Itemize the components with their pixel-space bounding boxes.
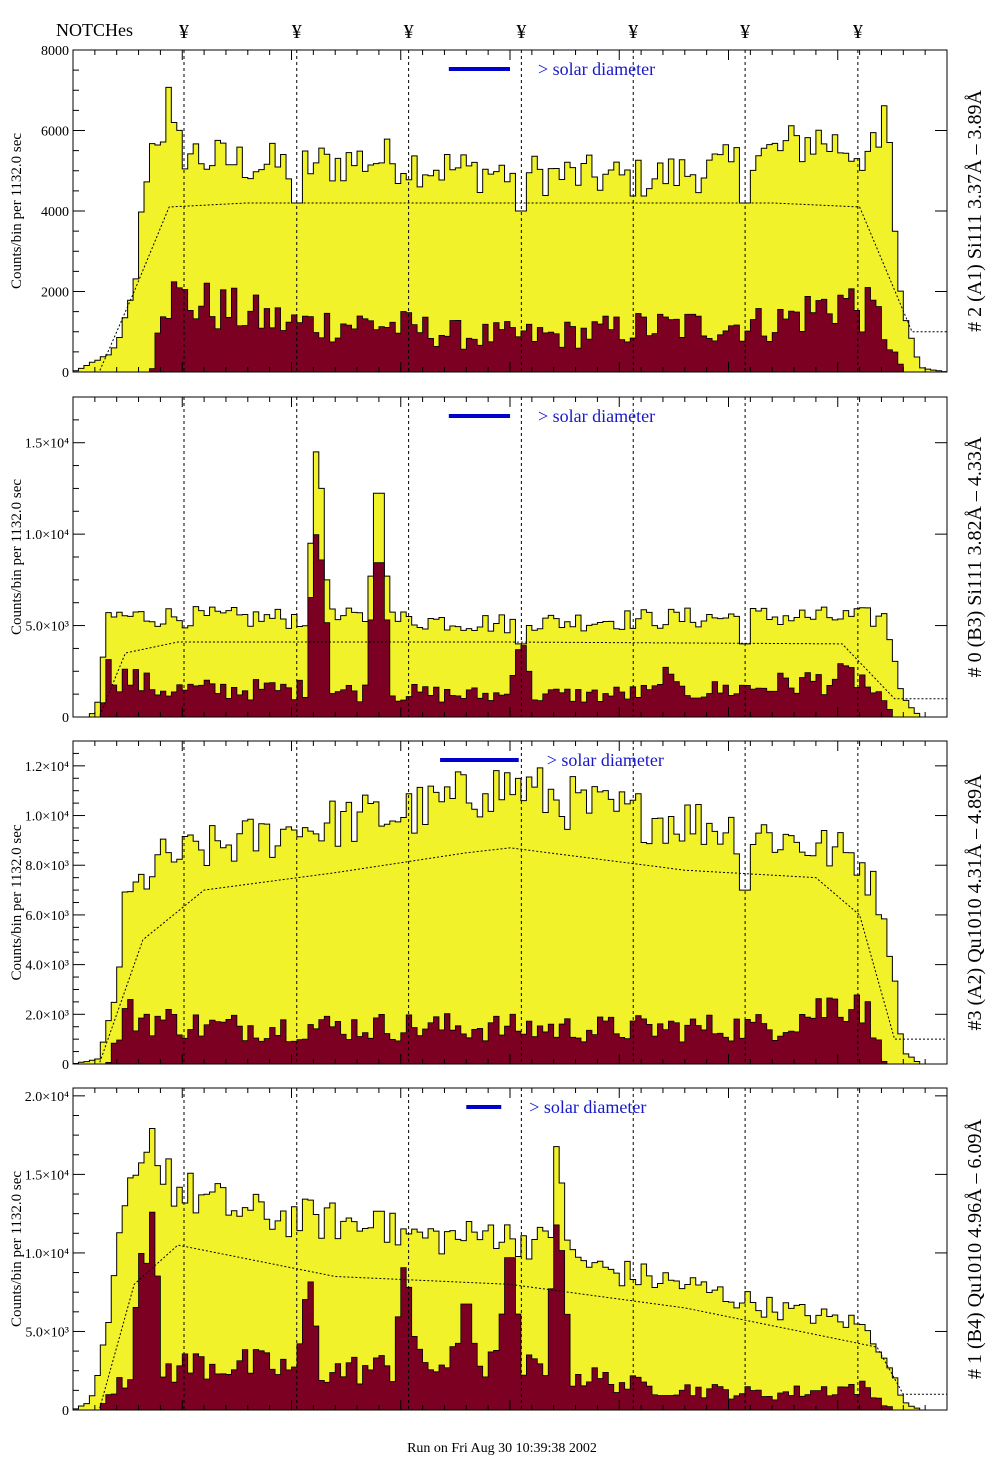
y-tick-label: 1.2×10⁴ (25, 760, 69, 775)
panel-title: #3 (A2) Qu1010 4.31Å – 4.89Å (964, 774, 986, 1031)
panel-title: # 2 (A1) Si111 3.37Å – 3.89Å (964, 90, 986, 332)
subset-counts-histogram (73, 994, 947, 1065)
y-tick-label: 1.0×10⁴ (25, 528, 69, 543)
notch-marker: ¥ (516, 21, 526, 43)
y-tick-label: 2.0×10³ (25, 1008, 69, 1023)
run-footer: Run on Fri Aug 30 10:39:38 2002 (407, 1441, 597, 1456)
panel-title: # 0 (B3) Si111 3.82Å – 4.33Å (964, 436, 986, 677)
y-tick-label: 2.0×10⁴ (25, 1090, 69, 1105)
y-tick-label: 2000 (41, 286, 69, 301)
notch-marker: ¥ (853, 21, 863, 43)
y-tick-label: 1.0×10⁴ (25, 810, 69, 825)
model-dotted-curve (73, 1244, 947, 1411)
notch-marker: ¥ (179, 21, 189, 43)
y-tick-label: 1.0×10⁴ (25, 1247, 69, 1262)
model-dotted-curve (73, 202, 947, 373)
y-tick-label: 1.5×10⁴ (25, 1168, 69, 1183)
histogram-panel-1: 0 5.0×10³ 1.0×10⁴ 1.5×10⁴ Counts/bin per 113… (9, 396, 986, 726)
histogram-panel-0: 0 2000 4000 6000 8000 Counts/bin per 1132.0 s… (9, 44, 986, 381)
y-tick-label: 0 (62, 711, 69, 726)
y-tick-label: 0 (62, 1404, 69, 1419)
y-tick-label: 4000 (41, 205, 69, 220)
notch-marker: ¥ (404, 21, 414, 43)
y-axis-label: Counts/bin per 1132.0 sec (9, 824, 25, 980)
model-dotted-curve (73, 847, 947, 1065)
panel-title: # 1 (B4) Qu1010 4.96Å – 6.09Å (964, 1118, 986, 1379)
notch-marker: ¥ (740, 21, 750, 43)
notch-marker: ¥ (292, 21, 302, 43)
y-tick-label: 8.0×10³ (25, 859, 69, 874)
subset-counts-histogram (73, 534, 947, 718)
histogram-panel-2: 0 2.0×10³ 4.0×10³ 6.0×10³ 8.0×10³ 1.0×10⁴ 1.2×… (9, 740, 986, 1073)
y-axis-label: Counts/bin per 1132.0 sec (9, 479, 25, 635)
model-dotted-curve (73, 641, 947, 718)
y-tick-label: 6000 (41, 125, 69, 140)
y-tick-label: 4.0×10³ (25, 959, 69, 974)
y-tick-label: 1.5×10⁴ (25, 437, 69, 452)
total-counts-histogram (72, 767, 947, 1065)
y-tick-label: 0 (62, 1058, 69, 1073)
subset-counts-histogram (73, 1211, 947, 1411)
y-tick-label: 5.0×10³ (25, 1325, 69, 1340)
y-tick-label: 8000 (41, 44, 69, 59)
histogram-panel-3: 0 5.0×10³ 1.0×10⁴ 1.5×10⁴ 2.0×10⁴ Counts/bin … (9, 1087, 986, 1419)
total-counts-histogram (72, 86, 948, 373)
y-tick-label: 5.0×10³ (25, 620, 69, 635)
subset-counts-histogram (73, 281, 947, 373)
y-tick-label: 6.0×10³ (25, 909, 69, 924)
y-axis-label: Counts/bin per 1132.0 sec (9, 133, 25, 289)
legend-label: > solar diameter (538, 406, 655, 426)
legend-label: > solar diameter (529, 1097, 646, 1117)
legend-label: > solar diameter (547, 750, 664, 770)
notches-label: NOTCHes (56, 20, 133, 40)
legend-label: > solar diameter (538, 59, 655, 79)
y-tick-label: 0 (62, 366, 69, 381)
notch-marker: ¥ (628, 21, 638, 43)
y-axis-label: Counts/bin per 1132.0 sec (9, 1171, 25, 1327)
total-counts-histogram (73, 451, 947, 718)
